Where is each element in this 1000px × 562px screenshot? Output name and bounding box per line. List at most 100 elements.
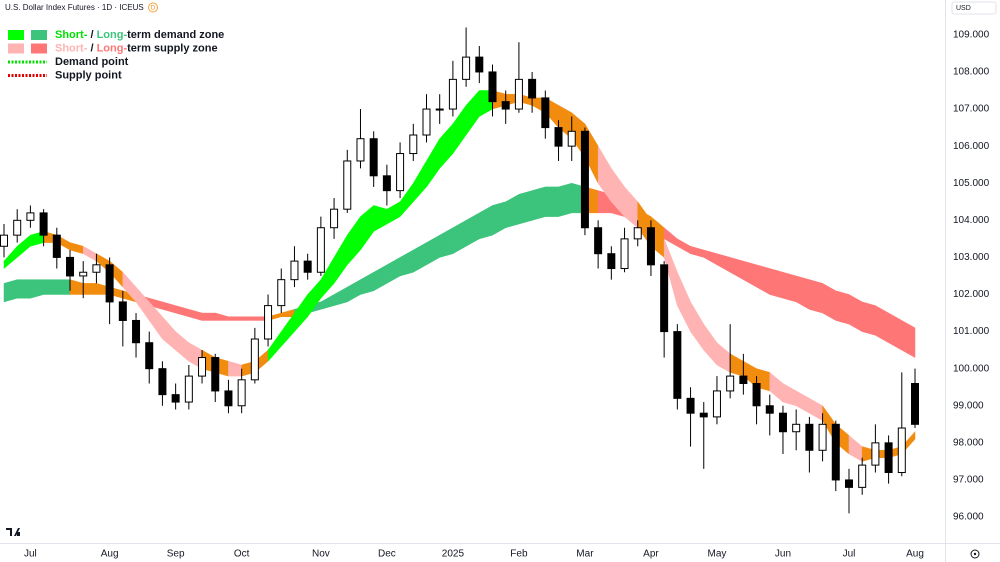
candle-body <box>607 253 616 270</box>
candle-body <box>554 127 563 147</box>
candle-body <box>250 338 259 381</box>
candle-body <box>897 427 906 474</box>
candle-body <box>911 383 919 425</box>
y-tick-label: 109.000 <box>953 30 990 41</box>
candle-body <box>211 357 220 392</box>
legend-text: Demand point <box>55 56 129 68</box>
legend-label: Supply point <box>55 69 122 81</box>
candle-body <box>118 301 127 321</box>
y-tick-label: 104.000 <box>953 215 990 226</box>
candle-body <box>158 368 167 396</box>
zone-segment <box>201 312 216 321</box>
candle-body <box>752 383 761 407</box>
badge: D <box>151 6 156 12</box>
x-tick-label: Jul <box>24 549 37 560</box>
x-tick-label: Dec <box>378 549 396 560</box>
candle-body <box>290 260 299 281</box>
candle-body <box>633 227 642 240</box>
y-tick-label: 102.000 <box>953 289 990 300</box>
legend-text: Long- <box>97 42 128 54</box>
candle-body <box>660 264 669 333</box>
candle-body <box>541 97 550 129</box>
candle-body <box>435 108 444 111</box>
zone-segment <box>769 268 784 299</box>
badge-ring <box>148 2 158 13</box>
candle-body <box>316 227 325 273</box>
zone-segment <box>861 301 876 336</box>
currency-box[interactable] <box>951 1 997 15</box>
candle-body <box>356 138 365 162</box>
x-tick-label: Feb <box>510 549 528 560</box>
candle-body <box>646 227 655 266</box>
candle-body <box>13 219 22 236</box>
candle-body <box>171 394 180 403</box>
legend-text: term demand zone <box>127 29 224 41</box>
candle-body <box>264 305 273 340</box>
candle-body <box>92 264 101 273</box>
zone-segment <box>545 186 559 217</box>
candle-body <box>145 342 154 370</box>
settings-icon[interactable] <box>970 549 980 559</box>
candle-body <box>488 71 497 103</box>
y-tick-label: 97.000 <box>953 475 984 486</box>
candle-body <box>330 208 339 229</box>
candle-body <box>277 279 286 307</box>
legend-text: Supply point <box>55 69 122 81</box>
candle-body <box>712 390 721 418</box>
candle-body <box>422 108 431 136</box>
candle-body <box>382 175 391 192</box>
candle-body <box>765 405 774 414</box>
legend-text: Short- <box>55 42 88 54</box>
y-tick-label: 105.000 <box>953 178 990 189</box>
candle-body <box>79 271 88 277</box>
candle-body <box>448 78 457 110</box>
y-tick-label: 101.000 <box>953 326 990 337</box>
candle-body <box>132 319 141 344</box>
candle-body <box>673 331 682 399</box>
legend-swatch <box>8 30 24 40</box>
candle-body <box>66 256 75 277</box>
candle-body <box>844 479 853 488</box>
candle-body <box>528 78 537 99</box>
candle-body <box>699 412 708 418</box>
legend-label: Demand point <box>55 56 129 68</box>
candle-body <box>224 390 233 407</box>
y-tick-label: 103.000 <box>953 252 990 263</box>
legend-text: Short- <box>55 29 88 41</box>
candle-body <box>237 379 246 407</box>
x-tick-label: Aug <box>101 549 119 560</box>
zone-segment <box>43 279 58 295</box>
candle-body <box>369 138 378 177</box>
legend-text: Long- <box>97 29 128 41</box>
currency[interactable]: USD <box>956 5 971 12</box>
candle-body <box>396 153 405 192</box>
zone-segment <box>56 279 71 295</box>
candle-body <box>871 442 880 466</box>
candle-body <box>739 375 748 385</box>
tv-logo <box>6 528 20 536</box>
y-tick-label: 107.000 <box>953 104 990 115</box>
symbol-title: U.S. Dollar Index Futures · 1D · ICEUS <box>5 3 144 12</box>
candle-body <box>831 423 840 481</box>
candle-body <box>409 134 418 155</box>
legend-swatch <box>31 30 47 40</box>
zone-segment <box>241 316 256 321</box>
candle-body <box>501 101 510 110</box>
x-tick-label: 2025 <box>442 549 465 560</box>
candle-body <box>303 260 312 273</box>
candle-body <box>26 212 35 221</box>
candle-body <box>39 212 48 236</box>
candle-body <box>514 78 523 110</box>
candle-body <box>726 375 735 392</box>
legend-text: term supply zone <box>127 42 217 54</box>
zone-segment <box>228 316 242 321</box>
zone-segment <box>558 182 572 217</box>
y-tick-label: 99.000 <box>953 400 984 411</box>
candle-body <box>620 238 629 270</box>
legend-label: Short- / Long-term demand zone <box>55 29 224 41</box>
legend-text: / <box>87 42 96 54</box>
legend-label: Short- / Long-term supply zone <box>55 42 218 54</box>
candle-body <box>580 130 589 229</box>
